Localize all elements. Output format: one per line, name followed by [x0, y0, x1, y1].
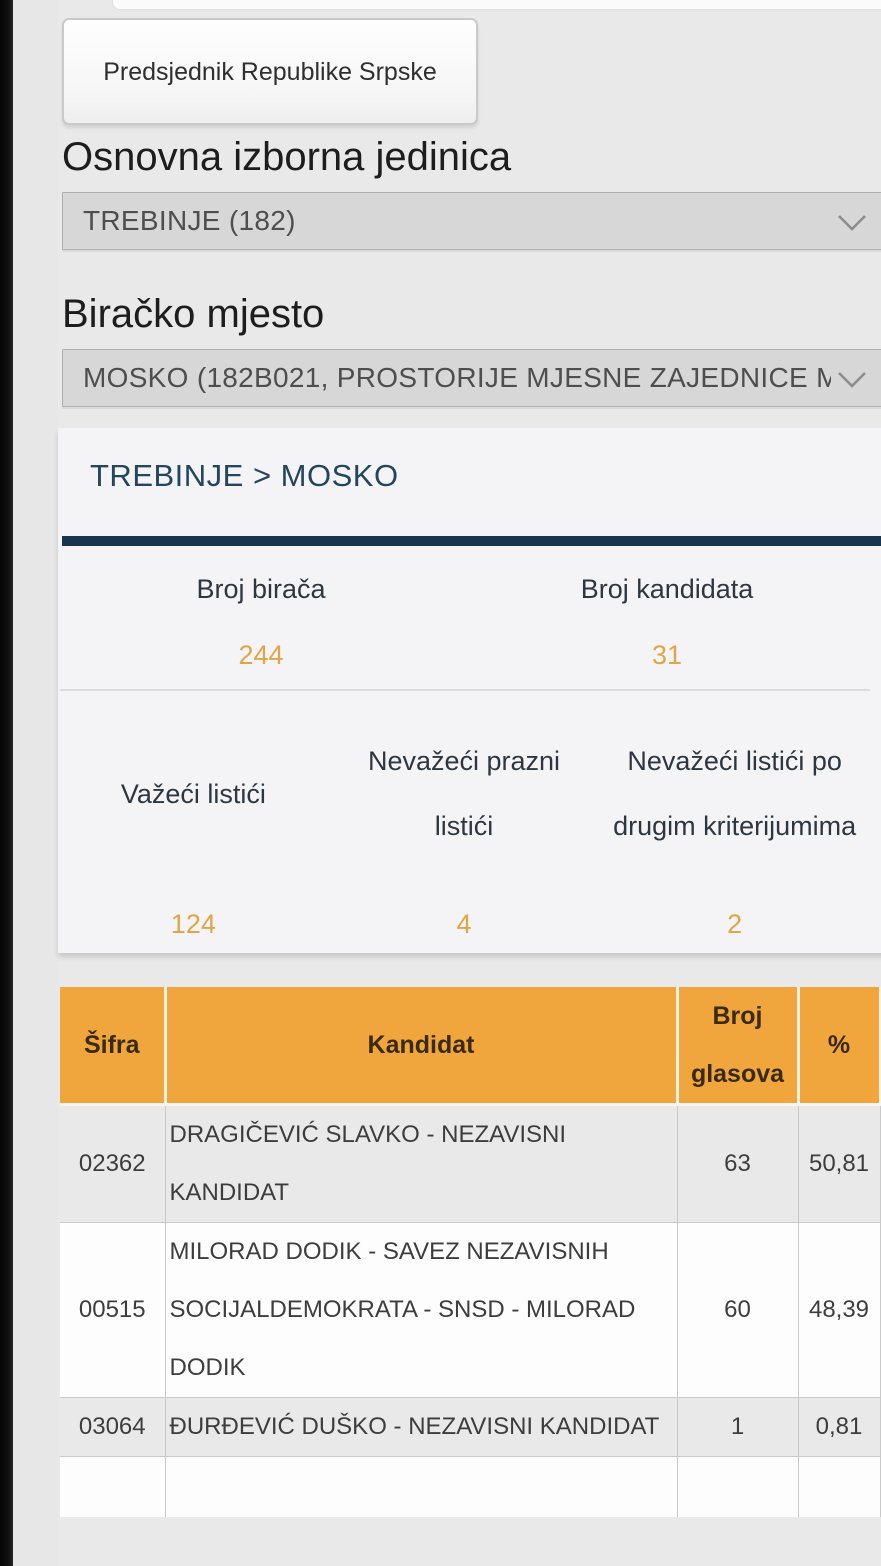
candidates-table: Šifra Kandidat Broj glasova % 02362 DRAG…	[60, 987, 881, 1517]
table-row: 00515 MILORAD DODIK - SAVEZ NEZAVISNIH S…	[60, 1222, 881, 1398]
chevron-down-icon	[838, 215, 866, 231]
candidate-name: ĐURĐEVIĆ DUŠKO - NEZAVISNI KANDIDAT	[164, 1397, 677, 1457]
candidate-percent: 0,81	[797, 1397, 881, 1457]
candidate-name	[164, 1456, 677, 1517]
stat-value: 124	[170, 909, 216, 939]
candidate-votes: 1	[676, 1397, 798, 1457]
station-select-value: MOSKO (182B021, PROSTORIJE MJESNE ZAJEDN…	[83, 362, 831, 393]
unit-select[interactable]: TREBINJE (182)	[62, 192, 881, 250]
candidate-name: DRAGIČEVIĆ SLAVKO - NEZAVISNI KANDIDAT	[164, 1104, 677, 1223]
candidate-percent: 50,81	[797, 1104, 881, 1223]
station-section-heading: Biračko mjesto	[62, 292, 325, 336]
candidate-percent	[797, 1456, 881, 1517]
candidate-code: 02362	[60, 1104, 165, 1223]
stat-label: Važeći listići	[120, 778, 266, 809]
screen-edge-shadow	[0, 0, 13, 1566]
summary-ballots-row: Važeći listići 124 Nevažeći prazni listi…	[58, 691, 870, 941]
divider-bar	[62, 536, 881, 546]
candidate-votes: 63	[676, 1104, 798, 1223]
stat-candidates: Broj kandidata 31	[464, 546, 870, 672]
candidate-code: 00515	[60, 1222, 165, 1398]
unit-select-value: TREBINJE (182)	[83, 205, 296, 236]
stat-value: 244	[238, 640, 284, 670]
stat-label: Nevažeći listići po drugim kriterijumima	[613, 746, 857, 841]
summary-top-row: Broj birača 244 Broj kandidata 31	[58, 546, 870, 689]
table-row: 03064 ĐURĐEVIĆ DUŠKO - NEZAVISNI KANDIDA…	[60, 1397, 881, 1457]
candidate-votes: 60	[676, 1222, 798, 1398]
table-row	[60, 1456, 881, 1517]
unit-section-heading: Osnovna izborna jedinica	[62, 135, 512, 179]
stat-valid-ballots: Važeći listići 124	[58, 691, 329, 941]
stat-voters: Broj birača 244	[58, 546, 464, 672]
header-votes: Broj glasova	[675, 987, 798, 1106]
candidate-code: 03064	[60, 1397, 165, 1457]
stat-value: 31	[651, 640, 683, 670]
results-summary-card: TREBINJE > MOSKO Broj birača 244 Broj ka…	[58, 428, 881, 953]
top-edge-strip	[112, 0, 881, 10]
header-percent: %	[796, 987, 881, 1106]
stat-label: Broj birača	[196, 574, 326, 604]
breadcrumb: TREBINJE > MOSKO	[90, 458, 399, 493]
candidate-code	[60, 1456, 165, 1517]
page-left-margin	[13, 0, 58, 1566]
chevron-down-icon	[838, 372, 866, 388]
table-row: 02362 DRAGIČEVIĆ SLAVKO - NEZAVISNI KAND…	[60, 1104, 881, 1223]
stat-invalid-blank-ballots: Nevažeći prazni listići 4	[329, 691, 600, 941]
candidate-percent: 48,39	[797, 1222, 881, 1398]
stat-label: Nevažeći prazni listići	[367, 746, 561, 841]
table-header-row: Šifra Kandidat Broj glasova %	[60, 987, 881, 1106]
header-candidate: Kandidat	[163, 987, 677, 1106]
candidate-votes	[676, 1456, 798, 1517]
stat-value: 2	[727, 909, 743, 939]
contest-tab-button[interactable]: Predsjednik Republike Srpske	[62, 18, 478, 125]
candidate-name: MILORAD DODIK - SAVEZ NEZAVISNIH SOCIJAL…	[164, 1222, 677, 1398]
stat-label: Broj kandidata	[580, 574, 754, 604]
summary-divider	[60, 689, 870, 691]
header-code: Šifra	[60, 987, 165, 1106]
stat-value: 4	[456, 909, 472, 939]
station-select[interactable]: MOSKO (182B021, PROSTORIJE MJESNE ZAJEDN…	[62, 349, 881, 407]
stat-invalid-other-ballots: Nevažeći listići po drugim kriterijumima…	[599, 691, 870, 941]
